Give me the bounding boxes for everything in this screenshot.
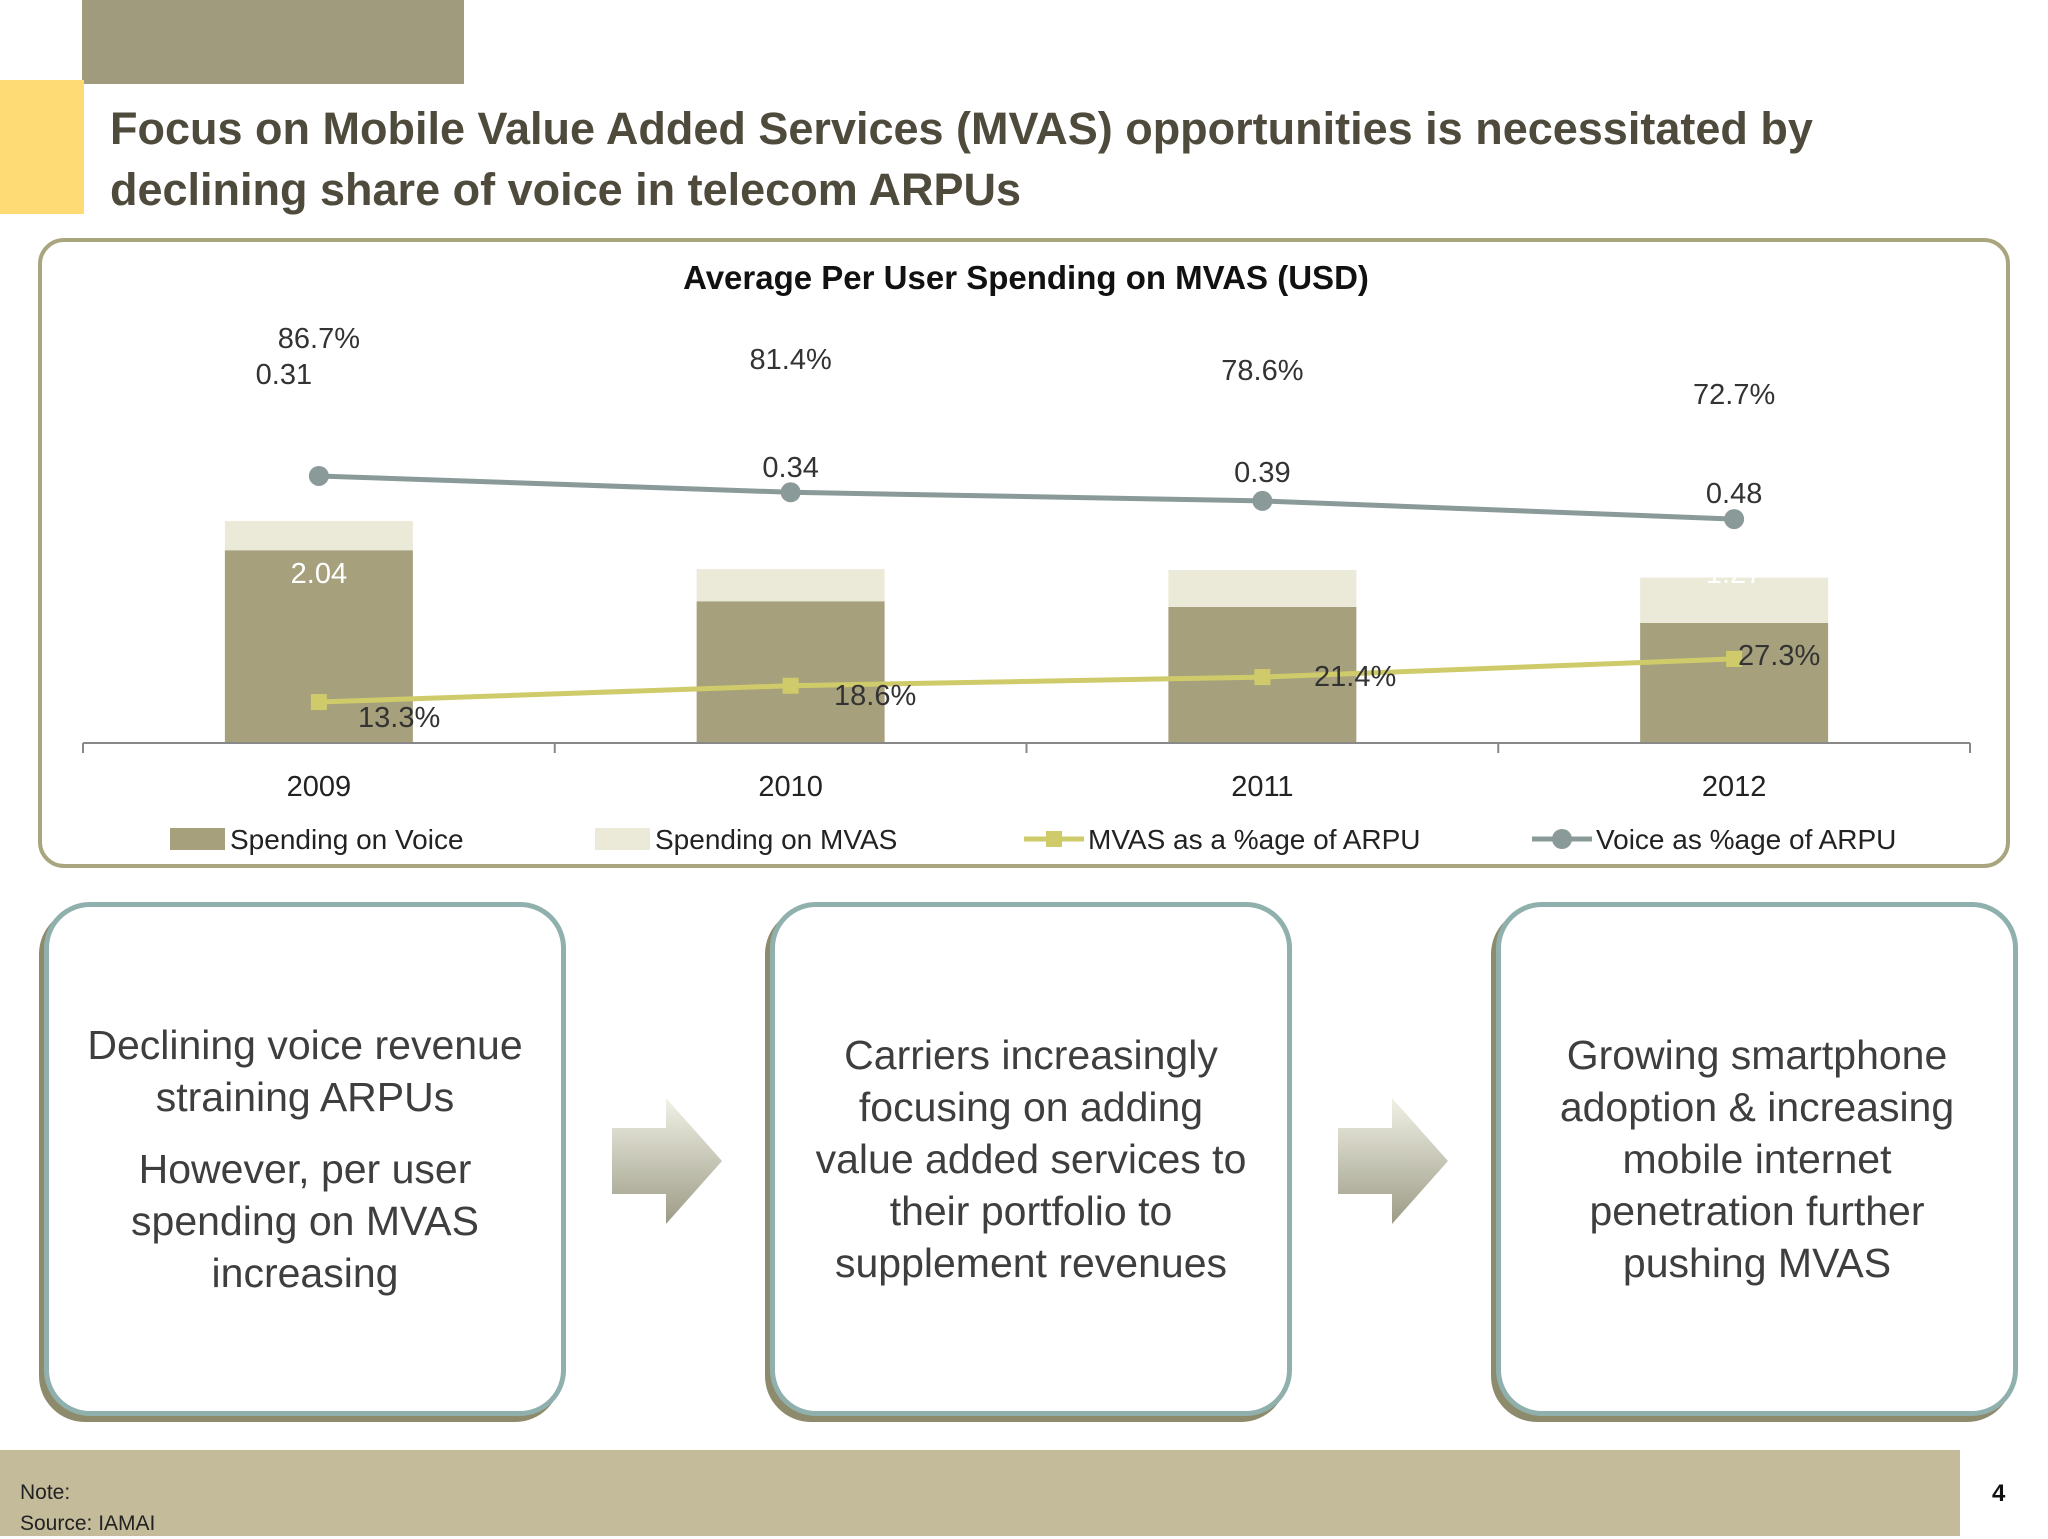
footer-notes: Note: Source: IAMAI bbox=[20, 1477, 155, 1539]
accent-bar bbox=[0, 80, 84, 214]
voice-value-label: 2.04 bbox=[291, 558, 347, 590]
card-1-text-2: However, per user spending on MVAS incre… bbox=[131, 1146, 479, 1296]
x-tick-label: 2011 bbox=[1231, 771, 1293, 803]
mvas-value-label: 0.39 bbox=[1234, 457, 1290, 489]
chart-panel: Average Per User Spending on MVAS (USD) 2… bbox=[38, 238, 2010, 868]
insight-card-2: Carriers increasingly focusing on adding… bbox=[770, 902, 1292, 1416]
mvas-pct-label: 13.3% bbox=[358, 702, 440, 734]
card-1-text-1: Declining voice revenue straining ARPUs bbox=[87, 1022, 523, 1120]
bar-voice-2012 bbox=[1640, 622, 1829, 743]
legend-marker-mvas-pct bbox=[1046, 831, 1062, 847]
legend-label-voice-pct: Voice as %age of ARPU bbox=[1596, 824, 1896, 855]
bar-voice-2010 bbox=[696, 601, 885, 743]
legend-marker-voice-pct bbox=[1552, 829, 1572, 849]
voice-value-label: 1.50 bbox=[762, 523, 818, 555]
voice-pct-point-2009 bbox=[308, 465, 329, 486]
header-decor-bar bbox=[82, 0, 464, 84]
mvas-value-label: 0.34 bbox=[762, 452, 818, 484]
mvas-pct-label: 21.4% bbox=[1314, 661, 1396, 693]
x-tick-label: 2010 bbox=[758, 771, 823, 803]
mvas-pct-point-2011 bbox=[1254, 669, 1271, 686]
source-text: Source: IAMAI bbox=[20, 1512, 156, 1535]
mvas-pct-label: 27.3% bbox=[1738, 640, 1820, 672]
voice-value-label: 1.27 bbox=[1706, 558, 1762, 590]
mvas-pct-line bbox=[318, 656, 1735, 705]
voice-pct-point-2010 bbox=[780, 482, 801, 503]
bar-mvas-2010 bbox=[696, 569, 885, 602]
mvas-value-label: 0.48 bbox=[1706, 478, 1762, 510]
voice-value-label: 1.44 bbox=[1234, 538, 1290, 570]
mvas-value-label: 0.31 bbox=[256, 359, 312, 391]
voice-pct-label: 81.4% bbox=[750, 344, 832, 376]
card-2-text-1: Carriers increasingly focusing on adding… bbox=[815, 1032, 1247, 1286]
page-number: 4 bbox=[1992, 1480, 2006, 1507]
voice-pct-point-2012 bbox=[1724, 509, 1745, 530]
voice-pct-line bbox=[318, 473, 1735, 522]
voice-pct-point-2011 bbox=[1252, 490, 1273, 511]
arrow-right-icon bbox=[1338, 1098, 1448, 1224]
legend-swatch-voice bbox=[170, 828, 225, 850]
insight-card-3: Growing smartphone adoption & increasing… bbox=[1496, 902, 2018, 1416]
mvas-pct-point-2012 bbox=[1726, 650, 1743, 667]
arrow-right-icon bbox=[612, 1098, 722, 1224]
x-tick-label: 2009 bbox=[287, 771, 352, 803]
bar-mvas-2009 bbox=[224, 520, 413, 551]
chart-title: Average Per User Spending on MVAS (USD) bbox=[683, 259, 1369, 296]
card-3-text-1: Growing smartphone adoption & increasing… bbox=[1559, 1032, 1955, 1286]
voice-pct-label: 78.6% bbox=[1221, 355, 1303, 387]
legend-label-mvas: Spending on MVAS bbox=[655, 824, 897, 855]
mvas-pct-label: 18.6% bbox=[834, 680, 916, 712]
legend-label-mvas-pct: MVAS as a %age of ARPU bbox=[1088, 824, 1421, 855]
x-tick-label: 2012 bbox=[1702, 771, 1767, 803]
bar-mvas-2011 bbox=[1168, 570, 1357, 607]
mvas-pct-point-2009 bbox=[310, 694, 327, 711]
mvas-pct-point-2010 bbox=[782, 677, 799, 694]
bar-voice-2009 bbox=[224, 550, 413, 743]
page-title: Focus on Mobile Value Added Services (MV… bbox=[110, 103, 1813, 215]
footer-bar bbox=[0, 1450, 1960, 1536]
voice-pct-label: 72.7% bbox=[1693, 379, 1775, 411]
bar-mvas-2012 bbox=[1640, 577, 1829, 623]
voice-pct-label: 86.7% bbox=[278, 323, 360, 355]
chart: Average Per User Spending on MVAS (USD) 2… bbox=[82, 259, 1971, 855]
insight-card-1: Declining voice revenue straining ARPUs … bbox=[44, 902, 566, 1416]
legend-swatch-mvas bbox=[595, 828, 650, 850]
note-label: Note: bbox=[20, 1481, 71, 1504]
legend-label-voice: Spending on Voice bbox=[230, 824, 464, 855]
